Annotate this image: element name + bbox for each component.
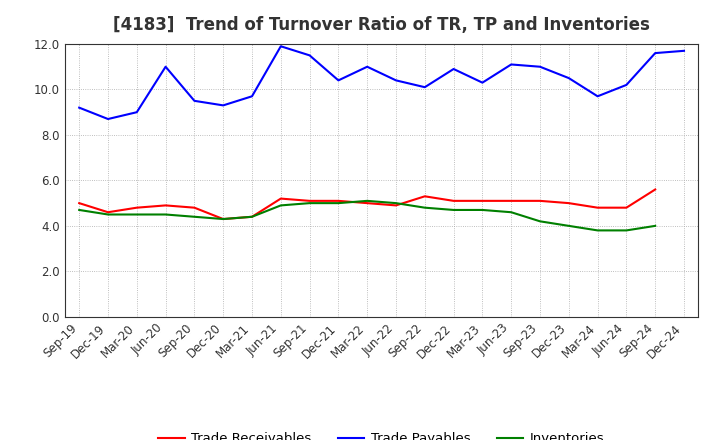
Inventories: [449, 207, 458, 213]
Inventories: [334, 201, 343, 206]
Inventories: [248, 214, 256, 220]
Trade Payables: [420, 84, 429, 90]
Legend: Trade Receivables, Trade Payables, Inventories: Trade Receivables, Trade Payables, Inven…: [153, 427, 610, 440]
Trade Payables: [363, 64, 372, 70]
Trade Payables: [132, 110, 141, 115]
Trade Receivables: [305, 198, 314, 203]
Trade Receivables: [104, 209, 112, 215]
Trade Payables: [536, 64, 544, 70]
Inventories: [75, 207, 84, 213]
Trade Receivables: [564, 201, 573, 206]
Trade Payables: [449, 66, 458, 72]
Trade Receivables: [622, 205, 631, 210]
Inventories: [651, 223, 660, 228]
Trade Payables: [507, 62, 516, 67]
Trade Receivables: [132, 205, 141, 210]
Trade Receivables: [449, 198, 458, 203]
Trade Receivables: [248, 214, 256, 220]
Trade Payables: [190, 98, 199, 103]
Inventories: [305, 201, 314, 206]
Trade Payables: [276, 44, 285, 49]
Inventories: [420, 205, 429, 210]
Trade Receivables: [219, 216, 228, 222]
Inventories: [363, 198, 372, 203]
Title: [4183]  Trend of Turnover Ratio of TR, TP and Inventories: [4183] Trend of Turnover Ratio of TR, TP…: [113, 16, 650, 34]
Trade Payables: [651, 51, 660, 56]
Inventories: [507, 209, 516, 215]
Inventories: [132, 212, 141, 217]
Trade Receivables: [190, 205, 199, 210]
Inventories: [536, 219, 544, 224]
Trade Receivables: [363, 201, 372, 206]
Trade Payables: [392, 78, 400, 83]
Trade Receivables: [593, 205, 602, 210]
Trade Payables: [478, 80, 487, 85]
Inventories: [276, 203, 285, 208]
Inventories: [219, 216, 228, 222]
Trade Payables: [219, 103, 228, 108]
Trade Receivables: [507, 198, 516, 203]
Line: Trade Payables: Trade Payables: [79, 46, 684, 119]
Trade Receivables: [334, 198, 343, 203]
Trade Payables: [593, 94, 602, 99]
Inventories: [564, 223, 573, 228]
Trade Payables: [564, 76, 573, 81]
Inventories: [593, 228, 602, 233]
Trade Payables: [622, 82, 631, 88]
Inventories: [190, 214, 199, 220]
Trade Payables: [334, 78, 343, 83]
Trade Payables: [75, 105, 84, 110]
Trade Receivables: [478, 198, 487, 203]
Line: Trade Receivables: Trade Receivables: [79, 190, 655, 219]
Line: Inventories: Inventories: [79, 201, 655, 231]
Trade Receivables: [276, 196, 285, 201]
Trade Receivables: [536, 198, 544, 203]
Trade Receivables: [420, 194, 429, 199]
Trade Receivables: [161, 203, 170, 208]
Trade Receivables: [392, 203, 400, 208]
Inventories: [161, 212, 170, 217]
Trade Payables: [680, 48, 688, 53]
Trade Receivables: [75, 201, 84, 206]
Trade Payables: [161, 64, 170, 70]
Trade Receivables: [651, 187, 660, 192]
Inventories: [104, 212, 112, 217]
Inventories: [392, 201, 400, 206]
Inventories: [622, 228, 631, 233]
Trade Payables: [305, 53, 314, 58]
Trade Payables: [104, 116, 112, 121]
Trade Payables: [248, 94, 256, 99]
Inventories: [478, 207, 487, 213]
